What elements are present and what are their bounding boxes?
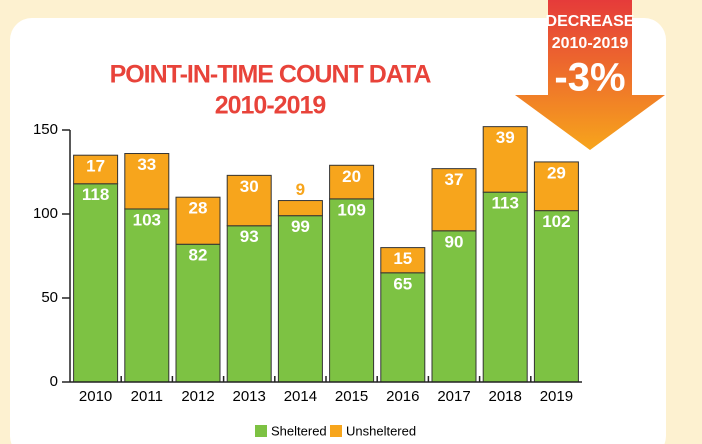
value-label: 20 [342, 167, 361, 186]
value-label: 99 [291, 217, 310, 236]
bar-segment [277, 215, 323, 383]
bar-segment [124, 208, 170, 383]
arrow [515, 0, 665, 150]
x-tick-label: 2016 [386, 388, 419, 405]
value-label: 90 [445, 232, 464, 251]
annotation: -3% [554, 56, 625, 100]
bar-segment [73, 154, 119, 185]
value-label: 39 [496, 128, 515, 147]
x-tick-label: 2015 [335, 388, 368, 405]
bar-segment [482, 126, 528, 193]
chart-subtitle: 2010-2019 [215, 92, 326, 120]
y-tick-label: 100 [33, 205, 58, 222]
y-tick-label: 0 [50, 373, 58, 390]
x-tick-label: 2019 [540, 388, 573, 405]
value-label: 37 [445, 170, 464, 189]
y-tick-label: 150 [33, 121, 58, 138]
x-tick-label: 2018 [489, 388, 522, 405]
bar-segment [431, 168, 477, 232]
bar-segment [329, 164, 375, 200]
bar-segment [73, 183, 119, 383]
value-label: 29 [547, 163, 566, 182]
x-tick-label: 2013 [233, 388, 266, 405]
annotation: DECREASE [546, 13, 635, 30]
value-label: 103 [133, 210, 161, 229]
annotation: 2010-2019 [552, 35, 629, 52]
value-label: 118 [82, 185, 109, 204]
x-tick-label: 2017 [437, 388, 470, 405]
legend-label: Unsheltered [346, 423, 416, 438]
value-label: 17 [86, 157, 105, 176]
bar-segment [124, 153, 170, 210]
value-label: 93 [240, 227, 259, 246]
value-label: 33 [137, 155, 156, 174]
legend-label: Sheltered [271, 423, 327, 438]
x-tick-label: 2012 [181, 388, 214, 405]
value-label: 30 [240, 177, 259, 196]
bar-segment [175, 243, 221, 383]
legend-swatch [330, 425, 342, 437]
value-label: 102 [542, 212, 570, 231]
bar-segment [533, 161, 579, 212]
bar-segment [431, 230, 477, 383]
bar-segment [226, 174, 272, 227]
bar-segment [482, 191, 528, 383]
bar-segment [277, 200, 323, 217]
value-label: 109 [337, 200, 365, 219]
value-label: 82 [189, 246, 208, 265]
value-label: 9 [296, 180, 305, 199]
x-tick-label: 2014 [284, 388, 317, 405]
y-tick-label: 50 [41, 289, 58, 306]
chart-title: POINT-IN-TIME COUNT DATA [110, 61, 432, 89]
x-tick-label: 2011 [131, 388, 163, 405]
x-tick-label: 2010 [79, 388, 112, 405]
bar-segment [533, 210, 579, 383]
value-label: 113 [491, 194, 518, 213]
bar-segment [380, 247, 426, 274]
value-label: 65 [393, 274, 412, 293]
bar-segment [175, 196, 221, 245]
bar-segment [329, 198, 375, 383]
value-label: 28 [189, 199, 208, 218]
value-label: 15 [393, 249, 412, 268]
bar-segment [226, 225, 272, 383]
legend-swatch [255, 425, 267, 437]
